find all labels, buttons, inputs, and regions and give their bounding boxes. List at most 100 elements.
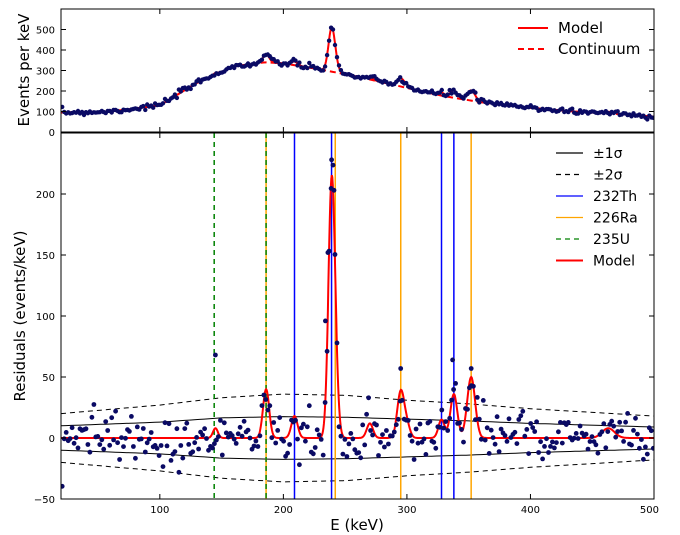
legend-label: ±1σ xyxy=(593,146,623,162)
residual-point xyxy=(450,357,455,363)
residual-point xyxy=(476,416,482,422)
y-tick-label: 200 xyxy=(36,190,55,201)
residual-point xyxy=(459,427,464,432)
legend-label: 235U xyxy=(593,232,630,248)
top-y-ticks: 0 100 200 300 400 500 xyxy=(36,9,654,139)
residual-point xyxy=(301,421,306,427)
residual-point xyxy=(63,430,69,435)
residual-point xyxy=(556,429,561,435)
residual-point xyxy=(71,440,77,446)
residual-point xyxy=(221,420,227,426)
data-point xyxy=(447,87,452,93)
residual-point xyxy=(331,187,337,193)
residual-point xyxy=(633,415,638,421)
residual-point xyxy=(393,422,399,428)
residual-point xyxy=(312,445,318,450)
data-point xyxy=(143,107,148,113)
residual-point xyxy=(192,440,198,446)
residual-point xyxy=(530,425,536,430)
residual-point xyxy=(504,439,510,444)
residual-point xyxy=(391,429,397,435)
residual-point xyxy=(318,437,324,442)
residual-point xyxy=(304,424,310,430)
y-tick-label: 200 xyxy=(36,87,55,98)
residual-point xyxy=(213,352,218,358)
residual-point xyxy=(534,419,539,425)
residual-point xyxy=(144,440,150,446)
data-point xyxy=(326,38,332,43)
residual-point xyxy=(332,252,338,257)
residual-point xyxy=(441,425,447,431)
residual-point xyxy=(303,438,308,444)
residual-point xyxy=(433,445,439,451)
residual-point xyxy=(548,444,553,449)
residual-point xyxy=(87,449,93,455)
residual-point xyxy=(103,419,109,424)
residual-point xyxy=(101,446,107,452)
residual-point xyxy=(156,453,162,458)
residual-point xyxy=(97,442,103,447)
residual-point xyxy=(461,439,466,445)
residual-point xyxy=(421,436,427,442)
data-point xyxy=(398,75,403,80)
residual-point xyxy=(439,407,445,413)
data-point xyxy=(334,55,340,60)
residual-point xyxy=(352,447,358,453)
residual-point xyxy=(239,433,245,439)
top-y-axis-label: Events per keV xyxy=(15,13,33,127)
residual-point xyxy=(190,449,196,455)
residual-point xyxy=(121,444,126,449)
y-tick-label: 300 xyxy=(36,67,55,78)
residual-point xyxy=(494,414,500,420)
data-point xyxy=(570,106,575,111)
residual-point xyxy=(423,452,429,457)
residual-point xyxy=(69,425,75,431)
residual-point xyxy=(111,437,116,443)
residual-point xyxy=(83,426,89,432)
residual-point xyxy=(265,407,271,413)
residual-point xyxy=(212,441,217,447)
residual-point xyxy=(131,444,136,449)
residual-point xyxy=(235,431,241,437)
top-legend: Model Continuum xyxy=(518,19,640,58)
residual-point xyxy=(281,438,286,444)
residual-point xyxy=(338,433,344,439)
residual-point xyxy=(115,440,120,446)
bottom-axes-frame xyxy=(60,132,655,500)
residual-point xyxy=(158,443,164,448)
residual-point xyxy=(538,439,543,445)
residual-point xyxy=(263,397,269,402)
residual-point xyxy=(129,414,134,419)
residual-point xyxy=(293,417,298,423)
data-point xyxy=(651,115,654,120)
residual-point xyxy=(407,433,413,438)
residual-point xyxy=(358,455,364,461)
residual-point xyxy=(605,429,611,434)
residual-point xyxy=(374,422,379,428)
residual-point xyxy=(267,403,273,409)
y-tick-label: 0 xyxy=(49,434,55,445)
residual-point xyxy=(465,406,470,412)
y-tick-label: −50 xyxy=(34,495,55,506)
residual-point xyxy=(168,458,174,463)
residual-point xyxy=(542,444,547,449)
y-tick-label: 0 xyxy=(49,128,55,139)
data-point xyxy=(151,105,156,110)
residual-point xyxy=(528,421,534,426)
residual-point xyxy=(415,440,421,446)
residual-point xyxy=(119,435,124,440)
residual-point xyxy=(474,395,480,400)
residual-point xyxy=(172,449,178,454)
residual-point xyxy=(384,428,389,433)
residual-point xyxy=(445,428,451,433)
top-plot-area xyxy=(61,25,654,122)
residual-point xyxy=(164,443,170,449)
residual-point xyxy=(518,413,524,419)
residual-point xyxy=(178,443,184,448)
residual-point xyxy=(186,442,192,447)
residual-point xyxy=(316,432,322,438)
residual-point xyxy=(468,366,474,371)
residual-point xyxy=(453,381,458,386)
residual-point xyxy=(611,423,617,429)
